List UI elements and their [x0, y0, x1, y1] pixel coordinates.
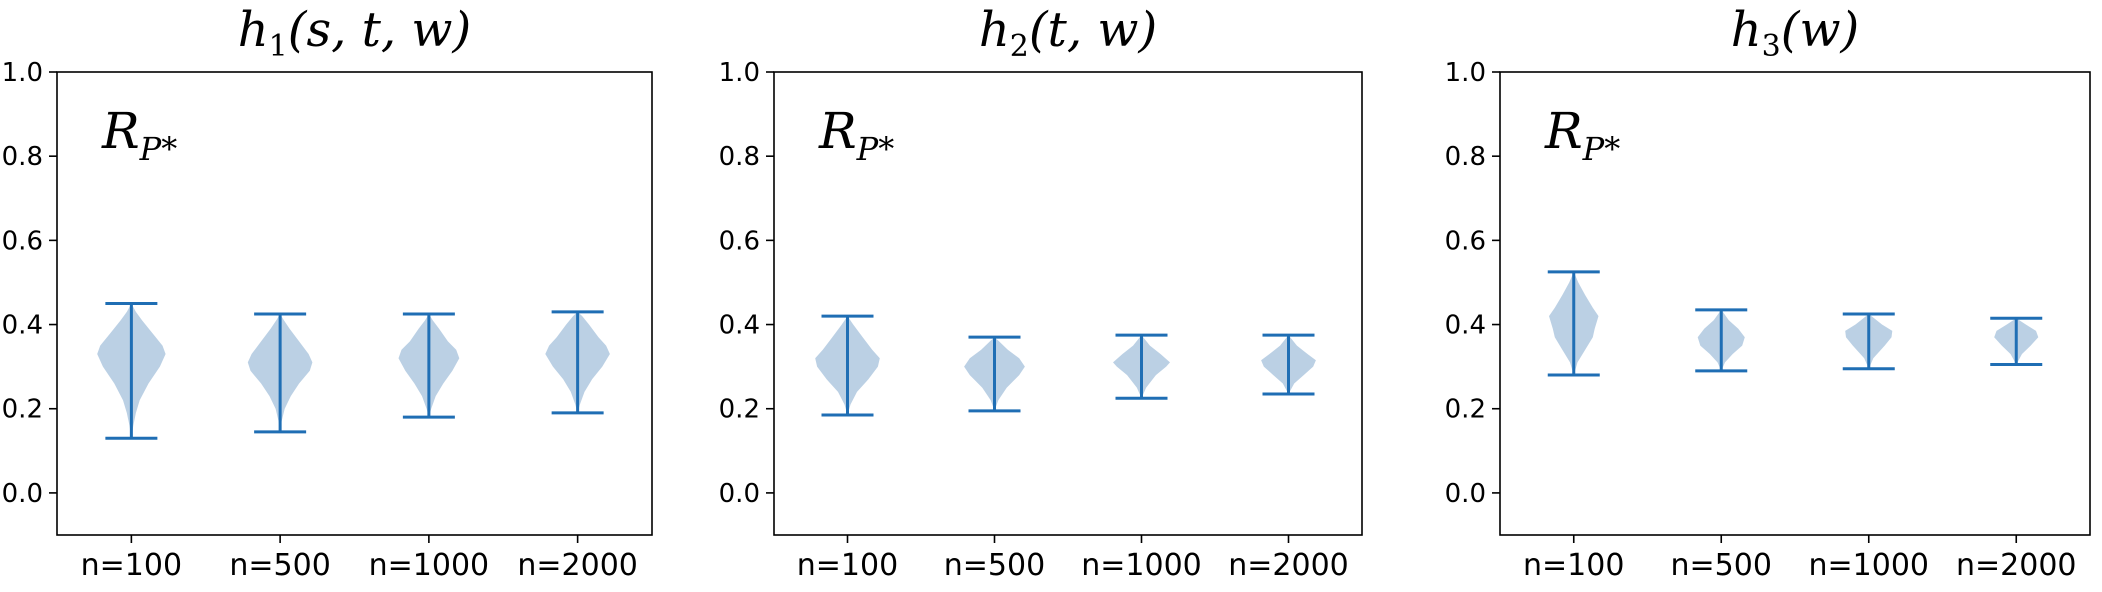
y-tick-label: 0.4	[2, 311, 43, 341]
y-tick-label: 1.0	[2, 58, 43, 88]
x-category-label: n=1000	[1081, 548, 1202, 583]
title-args: (w)	[1781, 2, 1860, 58]
x-category-label: n=100	[81, 548, 182, 583]
annotation-subscript: P*	[139, 130, 178, 168]
annotation-base: R	[101, 102, 140, 160]
panel-3: 0.0 0.2 0.4 0.6 0.8 1.0 n=100 n=500 n=1000 n=2000…	[1445, 2, 2091, 583]
y-tick-label: 0.8	[719, 142, 760, 172]
y-tick-label: 0.6	[1445, 226, 1486, 256]
plot-frame	[773, 71, 1363, 536]
y-tick-label: 0.0	[2, 479, 43, 509]
x-category-label: n=500	[1671, 548, 1772, 583]
title-subscript: 3	[1762, 29, 1781, 64]
panel-title: h2(t, w)	[979, 2, 1157, 64]
panel-1: 0.0 0.2 0.4 0.6 0.8 1.0 n=100 n=500 n=1000 n=2000…	[2, 2, 653, 583]
title-base: h	[238, 2, 269, 58]
x-category-label: n=2000	[1956, 548, 2077, 583]
panel-annotation: RP*	[818, 102, 894, 168]
x-category-label: n=1000	[369, 548, 490, 583]
y-tick-label: 0.6	[2, 226, 43, 256]
x-category-label: n=500	[944, 548, 1045, 583]
plot-frame	[56, 71, 653, 536]
y-tick-label: 1.0	[719, 58, 760, 88]
y-tick-label: 0.4	[719, 311, 760, 341]
title-base: h	[1731, 2, 1762, 58]
x-category-label: n=100	[1523, 548, 1624, 583]
panel-annotation: RP*	[1544, 102, 1620, 168]
x-category-label: n=1000	[1809, 548, 1930, 583]
y-tick-label: 0.2	[2, 395, 43, 425]
panel-annotation: RP*	[101, 102, 177, 168]
y-tick-label: 0.8	[1445, 142, 1486, 172]
title-args: (s, t, w)	[288, 2, 472, 58]
panel-2: 0.0 0.2 0.4 0.6 0.8 1.0 n=100 n=500 n=1000 n=2000…	[719, 2, 1363, 583]
y-tick-label: 0.2	[719, 395, 760, 425]
panel-title: h3(w)	[1731, 2, 1860, 64]
panels-layer: 0.0 0.2 0.4 0.6 0.8 1.0 n=100 n=500 n=1000 n=2000…	[2, 2, 2091, 583]
title-subscript: 1	[269, 29, 288, 64]
y-tick-label: 1.0	[1445, 58, 1486, 88]
x-category-label: n=100	[797, 548, 898, 583]
y-tick-label: 0.6	[719, 226, 760, 256]
y-tick-label: 0.8	[2, 142, 43, 172]
annotation-subscript: P*	[1582, 130, 1621, 168]
y-tick-label: 0.4	[1445, 311, 1486, 341]
annotation-subscript: P*	[856, 130, 895, 168]
title-args: (t, w)	[1029, 2, 1157, 58]
title-base: h	[979, 2, 1010, 58]
panel-title: h1(s, t, w)	[238, 2, 472, 64]
annotation-base: R	[818, 102, 857, 160]
y-tick-label: 0.0	[719, 479, 760, 509]
title-subscript: 2	[1010, 29, 1029, 64]
y-tick-label: 0.0	[1445, 479, 1486, 509]
x-category-label: n=2000	[1228, 548, 1349, 583]
plot-frame	[1499, 71, 2091, 536]
y-tick-label: 0.2	[1445, 395, 1486, 425]
x-category-label: n=500	[229, 548, 330, 583]
x-category-label: n=2000	[517, 548, 638, 583]
annotation-base: R	[1544, 102, 1583, 160]
